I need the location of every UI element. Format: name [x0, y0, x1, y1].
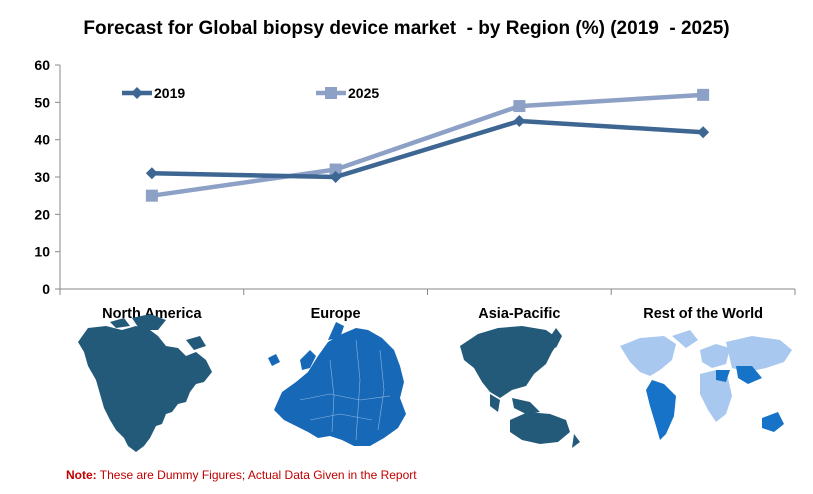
asia-pacific-map-icon	[460, 326, 580, 448]
data-point-2019	[697, 126, 710, 139]
y-tick-label: 40	[34, 132, 50, 148]
series-lines	[145, 88, 710, 202]
data-point-2025	[145, 189, 158, 202]
series-line-2019	[151, 118, 704, 180]
legend-label: 2025	[348, 85, 379, 101]
category-label: North America	[102, 306, 202, 322]
region-maps	[78, 314, 792, 452]
legend-label: 2019	[154, 85, 185, 101]
y-tick-label: 60	[34, 57, 50, 73]
y-tick-label: 50	[34, 94, 50, 110]
series-line-2025	[151, 92, 704, 198]
data-point-2019	[513, 115, 526, 127]
data-point-2025	[697, 88, 710, 101]
y-tick-label: 10	[34, 244, 50, 260]
note-text: These are Dummy Figures; Actual Data Giv…	[96, 468, 417, 482]
europe-map-icon	[268, 322, 406, 446]
north-america-map-icon	[78, 314, 212, 452]
category-label: Asia-Pacific	[478, 306, 560, 322]
chart-title: Forecast for Global biopsy device market…	[83, 18, 730, 39]
y-tick-label: 30	[34, 169, 50, 185]
data-point-2025	[513, 100, 526, 113]
legend-marker	[325, 87, 337, 99]
y-tick-label: 20	[34, 206, 50, 222]
y-axis-ticks: 0 10 20 30 40 50 60	[34, 57, 60, 297]
y-tick-label: 0	[42, 281, 50, 297]
data-point-2025	[329, 163, 342, 176]
world-map-icon	[620, 330, 792, 440]
category-label: Europe	[311, 306, 361, 322]
footnote: Note: These are Dummy Figures; Actual Da…	[66, 468, 417, 482]
note-label: Note:	[66, 468, 97, 482]
legend-marker	[131, 87, 143, 99]
category-label: Rest of the World	[643, 306, 763, 322]
data-point-2019	[145, 167, 158, 180]
category-labels: North America Europe Asia-Pacific Rest of t…	[102, 306, 763, 322]
data-point-2019	[329, 171, 342, 183]
chart-legend: 2019 2025	[122, 85, 379, 101]
